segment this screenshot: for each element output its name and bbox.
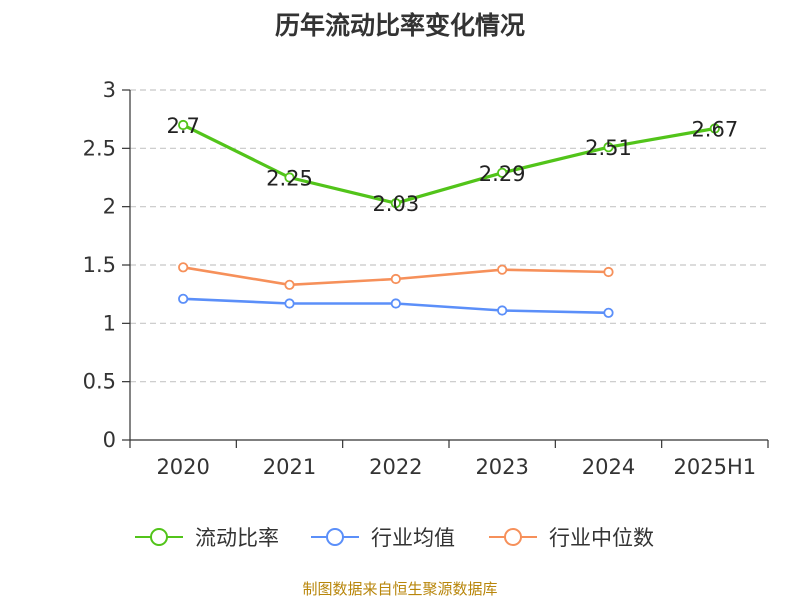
- legend-item-industry-mean[interactable]: 行业均值: [309, 520, 455, 554]
- legend-label: 行业均值: [371, 526, 455, 550]
- series-line: [182, 123, 716, 205]
- legend: 流动比率 行业均值 行业中位数: [0, 520, 800, 554]
- data-point: [390, 298, 401, 309]
- legend-label: 流动比率: [195, 526, 279, 550]
- legend-line-marker-icon: [135, 528, 183, 546]
- data-point: [284, 279, 295, 290]
- x-tick-label: 2025H1: [674, 455, 757, 479]
- data-point: [178, 262, 189, 273]
- y-tick-label: 1.5: [83, 253, 116, 277]
- axis-layer: 0 0.5 1 1.5 2 2.5 3 2020 2021 2022 2023 2024 2025H1: [83, 78, 769, 479]
- data-point: [497, 264, 508, 275]
- data-point: [390, 273, 401, 285]
- data-label: 2.67: [691, 118, 738, 142]
- legend-line-marker-icon: [311, 528, 359, 546]
- data-label: 2.7: [166, 114, 199, 138]
- data-point: [284, 298, 295, 309]
- series-layer: [178, 119, 720, 318]
- y-tick-label: 0.5: [83, 370, 116, 394]
- legend-item-liquidity-ratio[interactable]: 流动比率: [133, 520, 279, 554]
- source-note: 制图数据来自恒生聚源数据库: [302, 580, 498, 598]
- chart-title: 历年流动比率变化情况: [274, 11, 525, 40]
- data-label: 2.03: [372, 192, 419, 216]
- y-tick-label: 0: [103, 428, 116, 452]
- data-point: [603, 307, 614, 318]
- x-tick-label: 2021: [263, 455, 316, 479]
- data-point: [284, 172, 295, 183]
- grid-layer: [130, 89, 768, 383]
- x-tick-label: 2020: [156, 455, 209, 479]
- data-label: 2.25: [266, 167, 313, 191]
- data-label-layer: 2.7 2.25 2.03 2.29 2.51 2.67: [166, 114, 738, 216]
- x-tick-label: 2022: [369, 455, 422, 479]
- data-point: [497, 305, 508, 316]
- data-point: [497, 167, 508, 178]
- y-tick-label: 1: [103, 311, 116, 335]
- y-tick-label: 3: [103, 78, 116, 102]
- data-point: [178, 293, 189, 304]
- legend-item-industry-median[interactable]: 行业中位数: [487, 520, 654, 554]
- x-tick-label: 2024: [582, 455, 635, 479]
- data-point: [390, 198, 401, 209]
- data-label: 2.29: [479, 162, 526, 186]
- data-point: [178, 119, 189, 131]
- data-point: [603, 266, 614, 278]
- y-tick-label: 2.5: [83, 136, 116, 160]
- legend-line-marker-icon: [489, 528, 537, 546]
- data-point: [709, 123, 720, 134]
- x-tick-label: 2023: [475, 455, 528, 479]
- y-tick-label: 2: [103, 195, 116, 219]
- data-label: 2.51: [585, 136, 632, 160]
- legend-label: 行业中位数: [549, 526, 654, 550]
- data-point: [603, 142, 614, 153]
